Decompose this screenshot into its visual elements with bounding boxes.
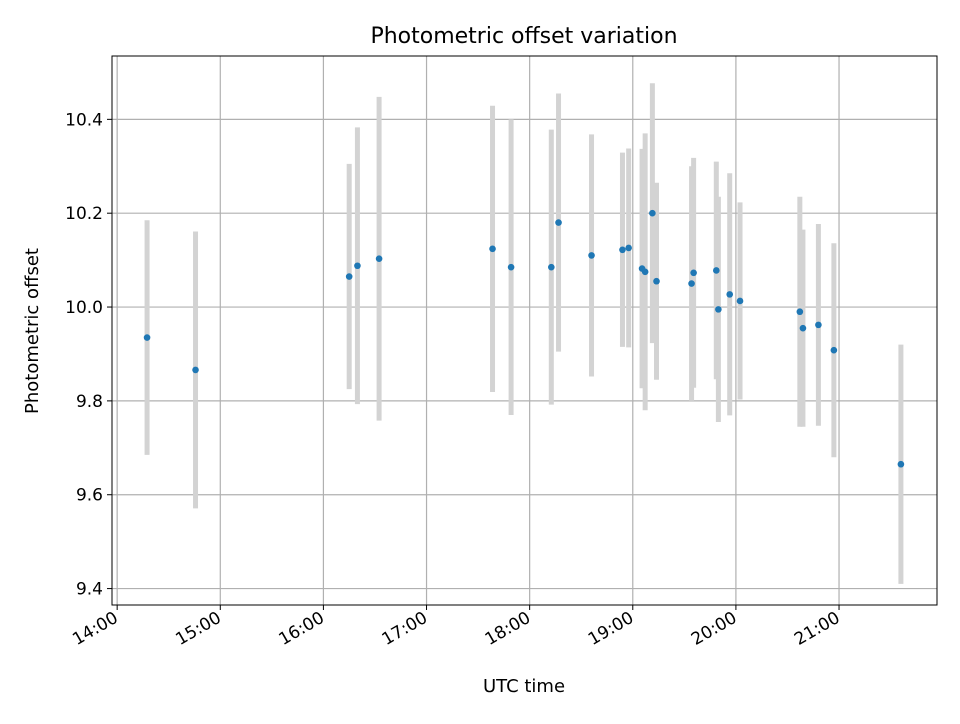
data-point: [375, 255, 383, 263]
data-point: [192, 366, 199, 374]
data-point: [799, 324, 807, 332]
y-axis-ticks: 9.4 9.6 9.8 10.0 10.2 10.4: [65, 110, 112, 600]
data-point: [345, 273, 353, 280]
x-axis-label: UTC time: [483, 676, 565, 697]
data-point: [736, 297, 744, 305]
y-tick-label: 10.4: [65, 110, 103, 130]
data-point: [649, 209, 656, 217]
data-point: [653, 277, 660, 285]
data-point: [641, 268, 649, 276]
data-point: [619, 246, 626, 254]
y-tick-label: 9.6: [76, 486, 103, 506]
data-points: [143, 209, 905, 468]
data-point: [588, 252, 595, 259]
data-point: [507, 263, 515, 271]
data-point: [796, 308, 804, 316]
chart-title: Photometric offset variation: [370, 24, 677, 49]
data-point: [897, 460, 905, 468]
data-point: [489, 245, 496, 253]
plot-frame: [111, 55, 938, 606]
data-point: [688, 280, 695, 287]
data-point: [354, 262, 361, 270]
data-point: [830, 346, 838, 354]
data-point: [625, 244, 632, 252]
data-point: [548, 263, 555, 271]
y-tick-label: 9.8: [76, 392, 103, 412]
data-point: [143, 334, 151, 341]
y-tick-label: 10.2: [65, 204, 103, 224]
data-point: [555, 219, 562, 226]
y-tick-label: 10.0: [65, 298, 103, 318]
data-point: [715, 306, 722, 313]
data-point: [690, 269, 697, 277]
data-point: [726, 291, 734, 298]
y-tick-label: 9.4: [76, 580, 103, 600]
data-point: [815, 321, 822, 329]
y-axis-label: Photometric offset: [22, 248, 43, 414]
data-point: [713, 267, 720, 274]
